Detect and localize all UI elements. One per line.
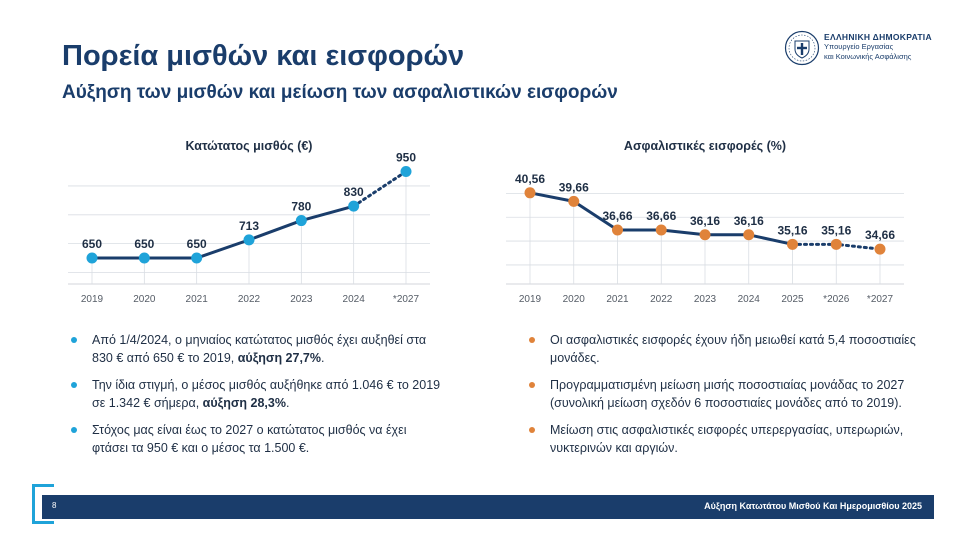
- wage-series-line: [92, 204, 355, 260]
- wage-point: [138, 252, 150, 264]
- contrib-point: [655, 224, 667, 236]
- wage-data-label: 780: [291, 200, 311, 214]
- wage-data-label: 950: [396, 151, 416, 165]
- wage-projection-line: [352, 170, 408, 208]
- bullet-text: Στόχος μας είναι έως το 2027 ο κατώτατος…: [92, 423, 407, 455]
- bullet-dot-icon: [71, 337, 77, 343]
- bullet-dot-icon: [71, 382, 77, 388]
- contrib-bullet-item: Προγραμματισμένη μείωση μισής ποσοστιαία…: [528, 376, 916, 412]
- contrib-data-label: 39,66: [559, 180, 589, 194]
- wage-point: [348, 200, 360, 212]
- contrib-tick-label: 2019: [519, 294, 542, 305]
- wage-data-label: 650: [134, 237, 154, 251]
- contrib-chart-title: Ασφαλιστικές εισφορές (%): [623, 139, 787, 153]
- wage-bullet-item: Στόχος μας είναι έως το 2027 ο κατώτατος…: [70, 421, 442, 457]
- ministry-logo: ΕΛΛΗΝΙΚΗ ΔΗΜΟΚΡΑΤΙΑ Υπουργείο Εργασίας κ…: [784, 28, 944, 70]
- wage-point: [295, 215, 307, 227]
- contrib-point: [524, 187, 536, 199]
- wage-point: [86, 252, 98, 264]
- contrib-bullet-item: Μείωση στις ασφαλιστικές εισφορές υπερερ…: [528, 421, 916, 457]
- contrib-data-label: 35,16: [821, 223, 851, 237]
- contrib-data-label: 36,16: [690, 214, 720, 228]
- wage-tick-label: 2020: [133, 294, 156, 305]
- contrib-tick-label: 2024: [738, 294, 761, 305]
- bullet-text: Την ίδια στιγμή, ο μέσος μισθός αυξήθηκε…: [92, 378, 441, 410]
- bullet-text: Οι ασφαλιστικές εισφορές έχουν ήδη μειωθ…: [550, 333, 916, 365]
- contrib-point: [743, 229, 755, 241]
- wage-data-label: 650: [82, 237, 102, 251]
- decorative-bracket: [32, 484, 54, 524]
- contrib-point: [612, 224, 623, 236]
- bullet-dot-icon: [529, 427, 535, 433]
- wage-chart-title: Κατώτατος μισθός (€): [185, 139, 313, 153]
- contrib-data-label: 34,66: [865, 228, 895, 242]
- bullet-highlight: αύξηση 27,7%: [237, 351, 321, 365]
- wage-tick-label: 2021: [186, 294, 209, 305]
- contrib-tick-label: 2023: [694, 294, 717, 305]
- bullet-text: Προγραμματισμένη μείωση μισής ποσοστιαία…: [550, 378, 905, 410]
- page-subtitle: Αύξηση των μισθών και μείωση των ασφαλισ…: [62, 82, 618, 103]
- wage-point: [243, 234, 255, 246]
- page-number: 8: [52, 501, 57, 510]
- insurance-contributions-chart: 40,56 39,66 36,66 36,66 36,16 36,16 35,16 35,16…: [506, 172, 904, 305]
- footer-bar: 8 Αύξηση Κατωτάτου Μισθού Και Ημερομισθί…: [42, 495, 934, 519]
- contrib-point: [568, 195, 580, 207]
- bullet-text: Από 1/4/2024, ο μηνιαίος κατώτατος μισθό…: [92, 333, 427, 365]
- contrib-data-label: 35,16: [777, 223, 807, 237]
- contrib-tick-label: 2020: [563, 294, 586, 305]
- contrib-point: [787, 238, 798, 250]
- wage-tick-label: 2019: [81, 294, 104, 305]
- bullet-dot-icon: [529, 382, 535, 388]
- wage-point: [191, 252, 203, 264]
- contrib-data-label: 36,16: [734, 214, 764, 228]
- coat-of-arms-icon: [784, 30, 820, 66]
- wage-data-label: 650: [187, 237, 207, 251]
- contrib-tick-label: 2022: [650, 294, 673, 305]
- contrib-data-label: 36,66: [646, 209, 676, 223]
- bullet-text: Μείωση στις ασφαλιστικές εισφορές υπερερ…: [550, 423, 904, 455]
- footer-title: Αύξηση Κατωτάτου Μισθού Και Ημερομισθίου…: [704, 501, 922, 511]
- contrib-tick-label: *2027: [867, 294, 894, 305]
- wage-point: [400, 166, 412, 178]
- wage-data-label: 713: [239, 219, 259, 233]
- wage-bullets: Από 1/4/2024, ο μηνιαίος κατώτατος μισθό…: [70, 331, 442, 466]
- contrib-data-label: 36,66: [602, 209, 632, 223]
- wage-tick-label: 2023: [290, 294, 313, 305]
- bullet-dot-icon: [529, 337, 535, 343]
- contrib-tick-label: *2026: [823, 294, 850, 305]
- logo-ministry-line-1: Υπουργείο Εργασίας: [824, 42, 894, 51]
- contrib-point: [699, 229, 711, 241]
- logo-country-name: ΕΛΛΗΝΙΚΗ ΔΗΜΟΚΡΑΤΙΑ: [824, 32, 932, 42]
- wage-bullet-item: Από 1/4/2024, ο μηνιαίος κατώτατος μισθό…: [70, 331, 442, 367]
- contribution-bullets: Οι ασφαλιστικές εισφορές έχουν ήδη μειωθ…: [528, 331, 916, 466]
- wage-tick-label: *2027: [393, 294, 420, 305]
- contrib-point: [830, 238, 842, 250]
- wage-tick-label: 2022: [238, 294, 261, 305]
- contrib-data-label: 40,56: [515, 172, 545, 186]
- bullet-text: .: [285, 396, 290, 410]
- bullet-highlight: αύξηση 28,3%: [202, 396, 286, 410]
- minimum-wage-chart: 650 650 650 713 780 830 950 2019 2020 2021 2022 202…: [68, 151, 430, 305]
- contrib-point: [874, 243, 886, 255]
- wage-data-label: 830: [344, 185, 364, 199]
- wage-bullet-item: Την ίδια στιγμή, ο μέσος μισθός αυξήθηκε…: [70, 376, 442, 412]
- bullet-text: .: [321, 351, 325, 365]
- contrib-tick-label: 2021: [606, 294, 629, 305]
- wage-tick-label: 2024: [343, 294, 366, 305]
- contrib-bullet-item: Οι ασφαλιστικές εισφορές έχουν ήδη μειωθ…: [528, 331, 916, 367]
- contrib-tick-label: 2025: [781, 294, 804, 305]
- page-title: Πορεία μισθών και εισφορών: [62, 40, 465, 72]
- bullet-dot-icon: [71, 427, 77, 433]
- logo-ministry-line-2: και Κοινωνικής Ασφάλισης: [824, 52, 912, 61]
